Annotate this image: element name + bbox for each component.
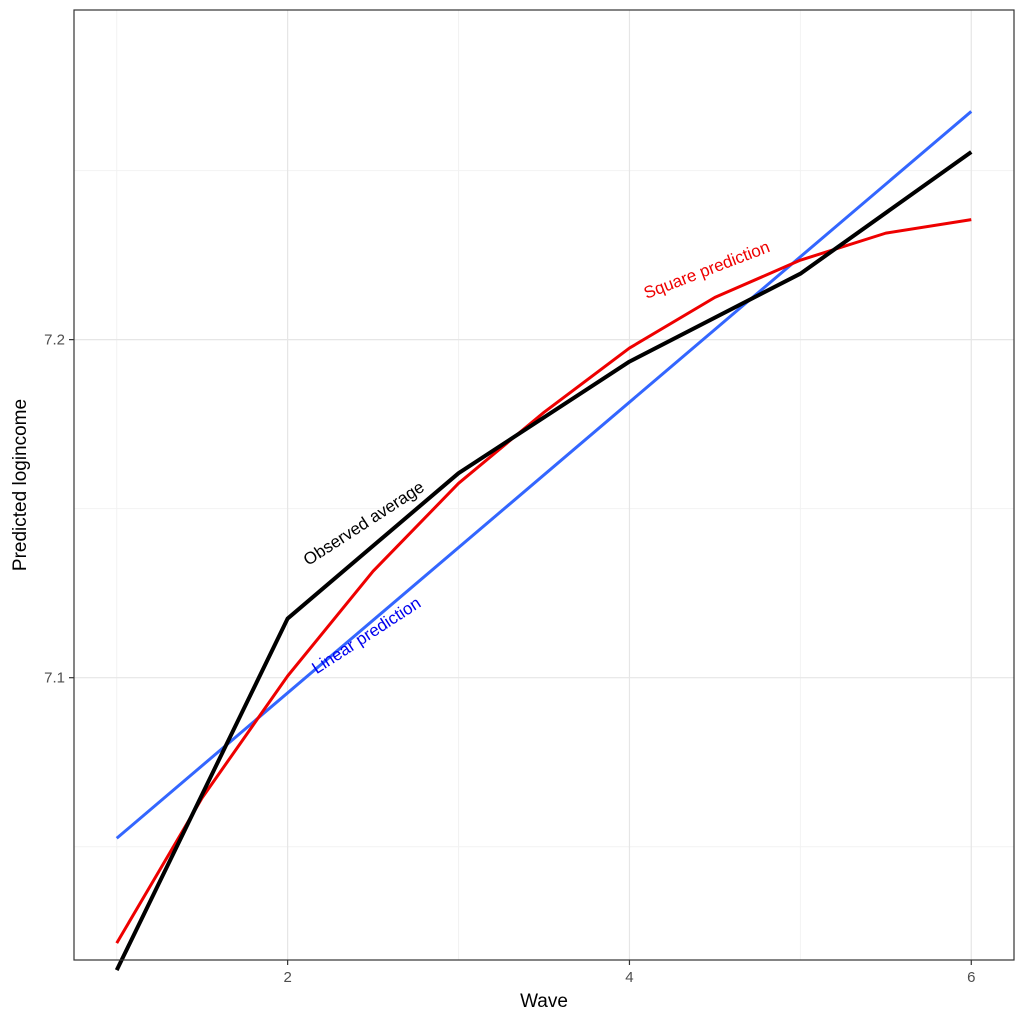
series-layer — [114, 110, 973, 972]
x-axis-ticks: 2 4 6 — [283, 960, 975, 986]
x-axis-title: Wave — [520, 991, 568, 1012]
y-axis-ticks: 7.1 7.2 — [44, 332, 74, 687]
y-tick-label: 7.1 — [44, 670, 65, 687]
x-tick-label: 6 — [967, 969, 975, 986]
panel-border — [73, 9, 1015, 961]
x-tick-label: 4 — [625, 969, 633, 986]
series-line-2 — [114, 150, 973, 972]
major-gridlines — [74, 10, 1014, 960]
y-axis-title: Predicted logincome — [10, 399, 31, 571]
y-tick-label: 7.2 — [44, 332, 65, 349]
minor-gridlines — [74, 10, 1014, 960]
x-tick-label: 2 — [283, 969, 291, 986]
